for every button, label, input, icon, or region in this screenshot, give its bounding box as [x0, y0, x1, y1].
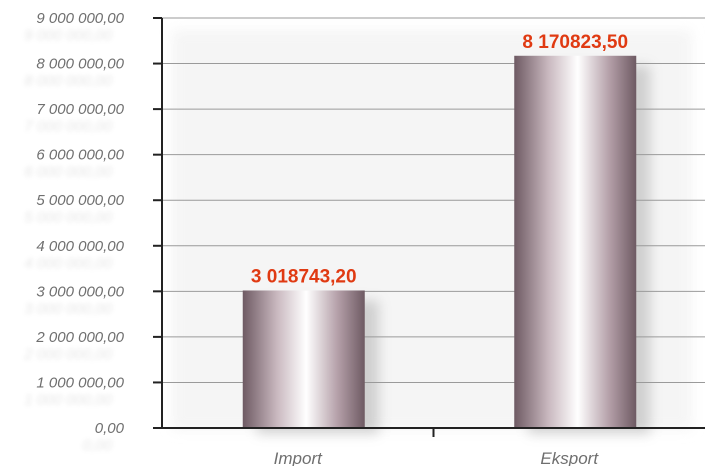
y-tick-label: 3 000 000,00: [36, 283, 124, 300]
y-tick-label: 5 000 000,00: [36, 192, 124, 209]
y-tick-label: 0,00: [95, 420, 125, 437]
bar-import: [242, 290, 365, 428]
y-tick-label-shadow: 2 000 000,00: [23, 346, 112, 363]
y-tick-label-shadow: 1 000 000,00: [24, 391, 112, 408]
y-tick-label-shadow: 9 000 000,00: [24, 27, 112, 44]
y-tick-label: 9 000 000,00: [36, 10, 124, 27]
y-tick-label-shadow: 3 000 000,00: [24, 300, 112, 317]
y-tick-label-shadow: 8 000 000,00: [24, 73, 112, 90]
y-tick-label: 2 000 000,00: [35, 329, 124, 346]
y-tick-label: 6 000 000,00: [36, 147, 124, 164]
bar-eksport: [514, 55, 637, 429]
category-label-import: Import: [274, 449, 323, 466]
bars: [242, 55, 637, 429]
labels: 0,00 1 000 000,00 2 000 000,00 3 000 000,00…: [35, 10, 628, 466]
category-label-eksport: Eksport: [540, 449, 599, 466]
data-label-eksport: 8 170823,50: [522, 32, 628, 53]
y-tick-label-shadow: 4 000 000,00: [24, 255, 112, 272]
y-tick-label-shadow: 6 000 000,00: [24, 164, 112, 181]
axes: [153, 17, 705, 437]
y-tick-label: 8 000 000,00: [36, 56, 124, 73]
y-tick-label: 4 000 000,00: [36, 238, 124, 255]
y-tick-label-shadow: 5 000 000,00: [24, 209, 112, 226]
y-tick-label-shadow: 7 000 000,00: [24, 118, 112, 135]
y-tick-label-shadow: 0,00: [83, 437, 113, 454]
y-tick-label: 7 000 000,00: [36, 101, 124, 118]
y-tick-label: 1 000 000,00: [36, 374, 124, 391]
data-label-import: 3 018743,20: [251, 266, 357, 287]
